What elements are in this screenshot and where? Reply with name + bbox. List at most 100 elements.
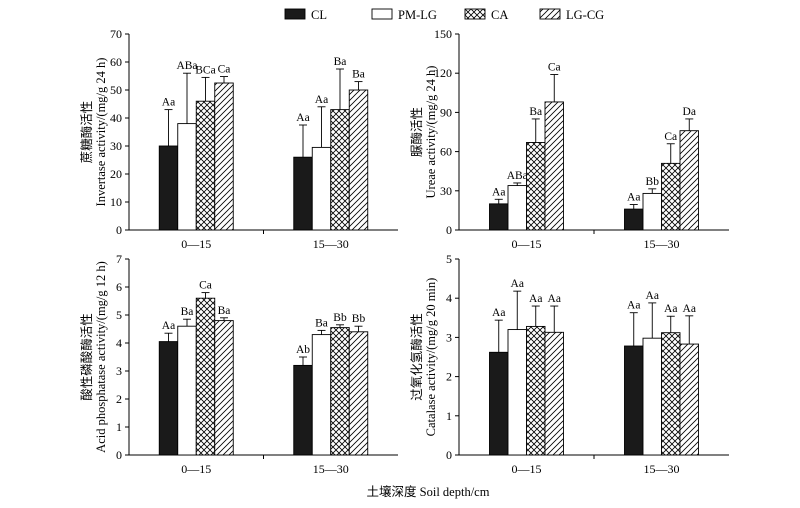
bar-cl-1 bbox=[293, 156, 313, 231]
legend-label: CL bbox=[311, 8, 327, 22]
bar-pm-lg-1 bbox=[642, 337, 662, 456]
y-tick-label: 7 bbox=[116, 252, 122, 266]
figure-x-axis-title: 土壤深度 Soil depth/cm bbox=[367, 484, 490, 499]
significance-label: Bb bbox=[333, 312, 347, 324]
significance-label: ABa bbox=[507, 170, 528, 182]
bar-ca-1 bbox=[330, 109, 350, 231]
x-tick-label: 0—15 bbox=[181, 237, 211, 251]
bar-lg-cg-0 bbox=[214, 82, 234, 231]
significance-label: Ab bbox=[296, 344, 310, 356]
legend-label: CA bbox=[491, 8, 508, 22]
bar-pm-lg-1 bbox=[642, 192, 662, 231]
significance-label: Aa bbox=[492, 186, 505, 198]
y-tick-label: 90 bbox=[440, 105, 452, 119]
x-tick-label: 15—30 bbox=[313, 237, 349, 251]
bar-lg-cg-1 bbox=[348, 331, 369, 456]
significance-label: Ba bbox=[218, 305, 231, 317]
significance-label: Aa bbox=[627, 192, 640, 204]
bar-pm-lg-0 bbox=[177, 325, 197, 456]
y-tick-label: 2 bbox=[116, 392, 122, 406]
y-tick-label: 1 bbox=[116, 420, 122, 434]
bar-ca-0 bbox=[526, 142, 546, 231]
legend-item-ca: CA bbox=[464, 8, 508, 22]
y-tick-label: 5 bbox=[446, 252, 452, 266]
significance-label: Aa bbox=[683, 303, 696, 315]
y-tick-label: 60 bbox=[440, 145, 452, 159]
catalase-panel: 0 1 2 3 4 5 0—15 15—30 Aa Aa Aa Aa Aa Aa Aa Aa 过氧化氢酶活性 Ca… bbox=[409, 252, 729, 476]
y-tick-label: 120 bbox=[434, 66, 452, 80]
bar-lg-cg-0 bbox=[214, 320, 234, 456]
legend-swatch bbox=[539, 8, 561, 20]
significance-label: Aa bbox=[162, 97, 175, 109]
legend-item-cl: CL bbox=[284, 8, 327, 22]
y-axis-title-cn: 蔗糖酶活性 bbox=[79, 101, 94, 164]
significance-label: Ca bbox=[199, 280, 212, 292]
significance-label: BCa bbox=[195, 64, 215, 76]
y-tick-label: 30 bbox=[110, 139, 122, 153]
y-tick-label: 3 bbox=[116, 364, 122, 378]
legend: CL PM-LG CA LG-CG bbox=[284, 8, 604, 22]
bar-cl-1 bbox=[624, 345, 644, 456]
bar-pm-lg-0 bbox=[507, 185, 527, 231]
legend-swatch bbox=[464, 8, 486, 20]
y-tick-label: 70 bbox=[110, 27, 122, 41]
legend-swatch bbox=[284, 8, 306, 20]
legend-label: PM-LG bbox=[398, 8, 437, 22]
y-tick-label: 6 bbox=[116, 280, 122, 294]
significance-label: ABa bbox=[176, 60, 197, 72]
y-tick-label: 1 bbox=[446, 409, 452, 423]
y-tick-label: 30 bbox=[440, 184, 452, 198]
y-axis-title-en: Catalase activity/(mg/g 20 min) bbox=[424, 278, 438, 437]
y-tick-label: 50 bbox=[110, 83, 122, 97]
significance-label: Aa bbox=[315, 94, 328, 106]
bar-pm-lg-0 bbox=[507, 329, 527, 456]
significance-label: Aa bbox=[511, 278, 524, 290]
bar-pm-lg-0 bbox=[177, 123, 197, 231]
significance-label: Ca bbox=[548, 62, 561, 74]
significance-label: Ba bbox=[334, 56, 347, 68]
significance-label: Aa bbox=[627, 300, 640, 312]
bar-cl-1 bbox=[293, 364, 313, 456]
bar-lg-cg-1 bbox=[348, 89, 369, 231]
bar-lg-cg-1 bbox=[679, 130, 699, 231]
y-tick-label: 0 bbox=[446, 448, 452, 462]
bar-ca-0 bbox=[195, 100, 216, 231]
x-tick-label: 15—30 bbox=[313, 462, 349, 476]
bar-lg-cg-0 bbox=[544, 331, 564, 456]
y-tick-label: 150 bbox=[434, 27, 452, 41]
y-axis-title-cn: 酸性磷酸酶活性 bbox=[79, 313, 94, 401]
significance-label: Ba bbox=[181, 306, 194, 318]
x-tick-label: 0—15 bbox=[181, 462, 211, 476]
bar-pm-lg-1 bbox=[311, 146, 332, 231]
bar-cl-0 bbox=[158, 341, 179, 456]
bar-lg-cg-0 bbox=[544, 101, 564, 231]
bar-cl-0 bbox=[489, 203, 509, 231]
x-tick-label: 15—30 bbox=[644, 237, 680, 251]
significance-label: Bb bbox=[646, 176, 660, 188]
significance-label: Da bbox=[683, 106, 696, 118]
x-tick-label: 15—30 bbox=[644, 462, 680, 476]
y-axis-title-cn: 脲酶活性 bbox=[409, 107, 424, 157]
x-tick-label: 0—15 bbox=[512, 462, 542, 476]
bar-ca-1 bbox=[661, 162, 681, 231]
significance-label: Ca bbox=[664, 131, 677, 143]
bar-ca-1 bbox=[661, 332, 681, 456]
bar-cl-0 bbox=[158, 145, 179, 231]
significance-label: Bb bbox=[352, 313, 366, 325]
significance-label: Aa bbox=[492, 307, 505, 319]
y-tick-label: 0 bbox=[116, 448, 122, 462]
significance-label: Aa bbox=[162, 320, 175, 332]
y-axis-title-en: Invertase activity/(mg/g 24 h) bbox=[94, 58, 108, 207]
significance-label: Ba bbox=[352, 69, 365, 81]
bar-ca-0 bbox=[195, 297, 216, 456]
y-axis-title-en: Acid phosphatase activity/(mg/g 12 h) bbox=[94, 261, 108, 453]
y-tick-label: 10 bbox=[110, 195, 122, 209]
bar-pm-lg-1 bbox=[311, 334, 332, 456]
legend-swatch bbox=[371, 8, 393, 20]
y-axis-title-en: Ureae activity/(mg/g 24 h) bbox=[424, 66, 438, 199]
bar-ca-1 bbox=[330, 327, 350, 456]
y-tick-label: 40 bbox=[110, 111, 122, 125]
